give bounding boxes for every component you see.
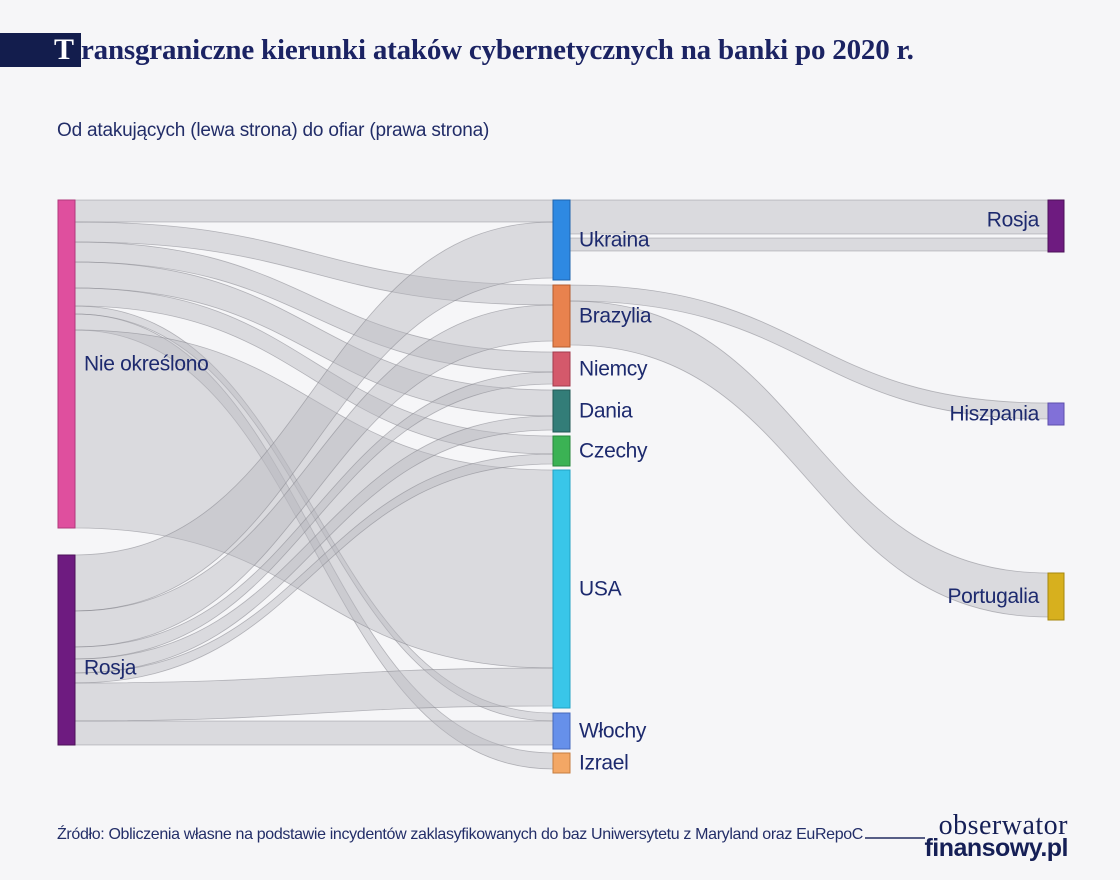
brand-logo: obserwator finansowy.pl	[924, 812, 1068, 861]
brand-logo-line1: obserwator	[938, 810, 1068, 841]
title-drop-cap: T	[53, 33, 74, 66]
node-label-wlochy: Włochy	[579, 720, 647, 743]
node-czechy[interactable]	[552, 435, 571, 467]
node-label-niemcy: Niemcy	[579, 358, 648, 381]
node-wlochy[interactable]	[552, 712, 571, 750]
flow-nie-okreslono-to-ukraina[interactable]	[74, 199, 554, 223]
node-label-dania: Dania	[579, 400, 633, 423]
node-label-izrael: Izrael	[579, 752, 629, 775]
brand-logo-line2: finansowy.pl	[924, 834, 1068, 862]
node-label-usa: USA	[579, 578, 622, 601]
page-title: ransgraniczne kierunki ataków cybernetyc…	[81, 33, 914, 66]
node-label-nie-okreslono: Nie określono	[84, 353, 209, 376]
title-row: T ransgraniczne kierunki ataków cybernet…	[0, 33, 914, 67]
node-izrael[interactable]	[552, 752, 571, 774]
node-label-rosja-left: Rosja	[84, 657, 137, 680]
title-drop-cap-block: T	[0, 33, 81, 67]
node-dania[interactable]	[552, 389, 571, 433]
node-label-ukraina: Ukraina	[579, 229, 650, 252]
node-usa[interactable]	[552, 469, 571, 709]
node-hiszpania[interactable]	[1047, 402, 1065, 426]
node-label-hiszpania: Hiszpania	[949, 403, 1039, 426]
node-label-rosja-right: Rosja	[987, 209, 1040, 232]
flow-rosja-left-to-wlochy[interactable]	[74, 720, 554, 746]
node-rosja-right[interactable]	[1047, 199, 1065, 253]
node-label-portugalia: Portugalia	[947, 585, 1039, 608]
node-ukraina[interactable]	[552, 199, 571, 281]
node-label-brazylia: Brazylia	[579, 305, 652, 328]
node-nie-okreslono[interactable]	[57, 199, 76, 529]
source-note: Źródło: Obliczenia własne na podstawie i…	[57, 826, 864, 843]
footer-divider	[865, 837, 925, 839]
node-niemcy[interactable]	[552, 351, 571, 387]
flow-rosja-left-to-usa[interactable]	[74, 667, 554, 722]
node-portugalia[interactable]	[1047, 572, 1065, 621]
node-label-czechy: Czechy	[579, 440, 648, 463]
node-brazylia[interactable]	[552, 284, 571, 348]
chart-subtitle: Od atakujących (lewa strona) do ofiar (p…	[57, 120, 490, 141]
node-rosja-left[interactable]	[57, 554, 76, 746]
